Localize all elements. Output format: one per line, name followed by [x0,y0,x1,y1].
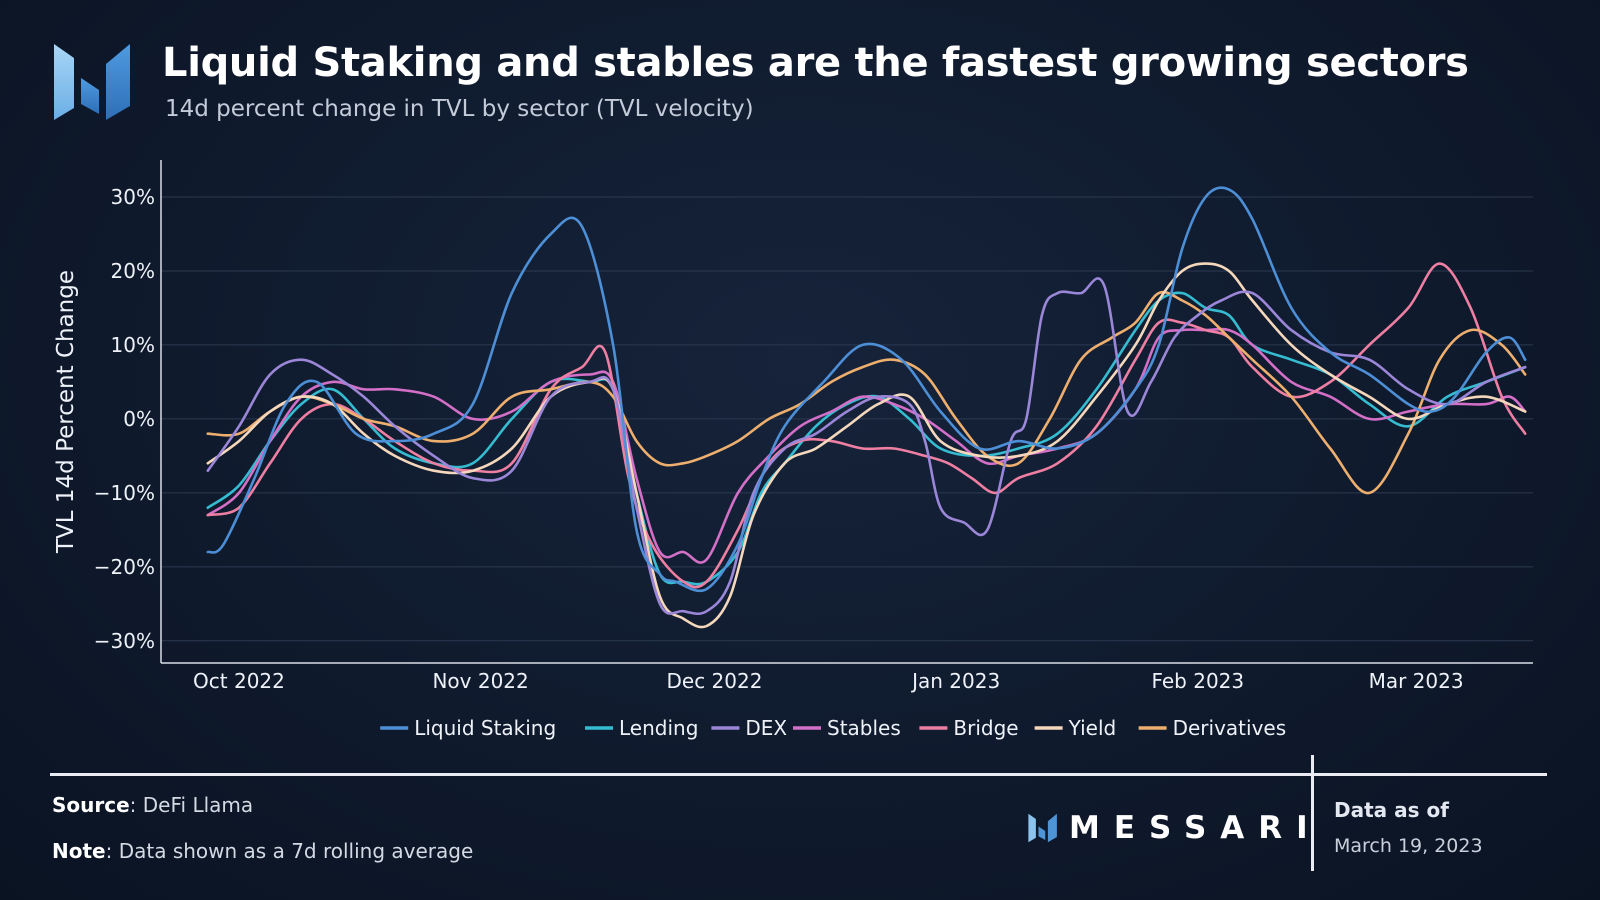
series-line-bridge [206,262,1527,589]
legend-label-derivatives: Derivatives [1173,716,1287,740]
note-line: Note: Data shown as a 7d rolling average [52,839,473,863]
series-line-derivatives [206,290,1527,495]
footer-vertical-divider [1311,755,1314,871]
series-line-stables [206,327,1527,564]
chart-subtitle: 14d percent change in TVL by sector (TVL… [165,96,754,122]
grid-lines [161,196,1533,642]
y-tick-label: 20% [111,259,155,283]
y-tick-label: −10% [94,481,155,505]
series-line-yield [206,262,1527,629]
source-value: DeFi Llama [142,793,254,817]
series-line-liquid-staking [206,186,1527,593]
y-tick-label: −30% [94,629,155,653]
legend-label-lending: Lending [619,716,698,740]
footer-divider [50,773,1547,776]
source-colon: : [129,793,143,817]
y-tick-label: 10% [111,333,155,357]
legend-label-liquid-staking: Liquid Staking [414,716,556,740]
source-label: Source [52,793,130,817]
x-tick-label: Feb 2023 [1151,669,1244,693]
x-tick-label: Oct 2022 [193,669,285,693]
note-label: Note [52,839,106,863]
source-line: Source: DeFi Llama [52,793,253,817]
axes: −30% −20% −10% 0% 10% 20% 30% Oct 2022 Nov 2022 D… [53,160,1533,693]
x-tick-label: Mar 2023 [1369,669,1464,693]
series-line-lending [206,291,1527,586]
legend-label-bridge: Bridge [953,716,1018,740]
series-line-dex [206,277,1527,616]
y-axis-label: TVL 14d Percent Change [53,270,79,554]
y-tick-label: −20% [94,555,155,579]
y-tick-label: 30% [111,185,155,209]
legend-label-stables: Stables [827,716,901,740]
chart-title: Liquid Staking and stables are the faste… [162,40,1469,86]
legend-label-dex: DEX [745,716,787,740]
brand-wordmark: MESSARI [1069,810,1322,846]
note-value: Data shown as a 7d rolling average [118,839,474,863]
brand-mark: MESSARI [1027,808,1322,848]
note-colon: : [105,839,119,863]
messari-logo-icon [54,44,130,120]
y-tick-label: 0% [123,407,155,431]
series-lines [206,186,1527,629]
legend: Liquid Staking Lending DEX Stables Bridge Yie… [380,716,1286,740]
legend-label-yield: Yield [1068,716,1117,740]
x-tick-label: Jan 2023 [910,669,1000,693]
data-as-of-date: March 19, 2023 [1334,835,1483,857]
brand-logo-icon [1028,813,1057,843]
data-as-of-label: Data as of [1334,798,1449,822]
line-chart: −30% −20% −10% 0% 10% 20% 30% Oct 2022 Nov 2022 D… [53,160,1533,740]
x-tick-label: Nov 2022 [432,669,528,693]
x-tick-label: Dec 2022 [666,669,762,693]
